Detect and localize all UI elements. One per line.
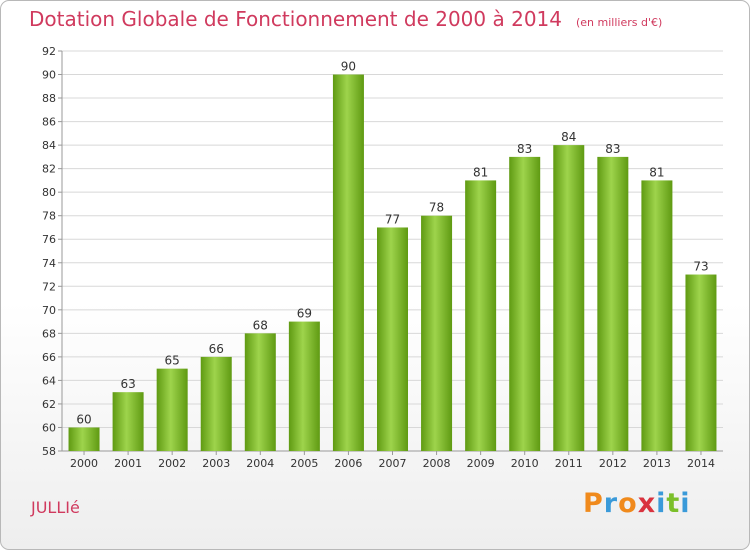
logo-letter: i <box>680 488 691 519</box>
bar-value-label: 69 <box>297 307 312 321</box>
x-tick-label: 2012 <box>599 457 627 470</box>
logo-letter: r <box>603 488 619 519</box>
bar-value-label: 81 <box>649 165 664 179</box>
y-tick-label: 88 <box>42 92 56 105</box>
x-tick-label: 2001 <box>114 457 142 470</box>
logo-letter: t <box>666 488 681 519</box>
bar-value-label: 81 <box>473 165 488 179</box>
y-tick-label: 90 <box>42 69 56 82</box>
y-tick-label: 62 <box>42 398 56 411</box>
bar <box>112 392 144 451</box>
bar <box>685 274 717 451</box>
bar-value-label: 63 <box>120 377 135 391</box>
bar <box>244 333 276 451</box>
x-tick-label: 2005 <box>290 457 318 470</box>
y-tick-label: 86 <box>42 116 56 129</box>
x-tick-label: 2004 <box>246 457 274 470</box>
bar <box>421 215 453 451</box>
x-tick-label: 2008 <box>423 457 451 470</box>
bar <box>465 180 497 452</box>
x-tick-label: 2011 <box>555 457 583 470</box>
y-tick-label: 78 <box>42 210 56 223</box>
chart-title-text: Dotation Globale de Fonctionnement de 20… <box>29 7 562 31</box>
bar-value-label: 83 <box>605 142 620 156</box>
y-tick-label: 74 <box>42 257 56 270</box>
logo-letter: o <box>618 488 638 519</box>
logo-letter: x <box>637 488 657 519</box>
bar <box>509 156 541 451</box>
bar-value-label: 78 <box>429 201 444 215</box>
bar <box>156 368 188 451</box>
x-tick-label: 2014 <box>687 457 715 470</box>
chart-unit-label: (en milliers d'€) <box>576 16 663 29</box>
bar-value-label: 60 <box>76 412 91 426</box>
x-tick-label: 2006 <box>334 457 362 470</box>
bar-value-label: 84 <box>561 130 576 144</box>
bar-value-label: 83 <box>517 142 532 156</box>
y-tick-label: 80 <box>42 186 56 199</box>
y-tick-label: 70 <box>42 304 56 317</box>
bar-value-label: 65 <box>165 354 180 368</box>
bar-value-label: 66 <box>209 342 224 356</box>
proxiti-logo[interactable]: Proxiti <box>583 488 691 519</box>
x-tick-label: 2013 <box>643 457 671 470</box>
bar <box>641 180 673 452</box>
y-tick-label: 76 <box>42 233 56 246</box>
bar <box>553 145 585 451</box>
bar-value-label: 90 <box>341 60 356 74</box>
bar-value-label: 68 <box>253 318 268 332</box>
bar <box>597 156 629 451</box>
chart-title: Dotation Globale de Fonctionnement de 20… <box>29 7 662 31</box>
logo-letter: P <box>583 488 604 519</box>
bar-value-label: 77 <box>385 212 400 226</box>
y-tick-label: 82 <box>42 163 56 176</box>
bar <box>68 427 100 451</box>
x-tick-label: 2000 <box>70 457 98 470</box>
x-tick-label: 2002 <box>158 457 186 470</box>
bar <box>288 321 320 451</box>
bar <box>332 74 364 451</box>
logo-letter: i <box>656 488 667 519</box>
bar-value-label: 73 <box>693 260 708 274</box>
commune-name: JULLIé <box>31 498 80 517</box>
y-tick-label: 92 <box>42 45 56 58</box>
x-tick-label: 2003 <box>202 457 230 470</box>
bar <box>200 356 232 451</box>
y-tick-label: 60 <box>42 421 56 434</box>
y-tick-label: 72 <box>42 280 56 293</box>
y-tick-label: 58 <box>42 445 56 458</box>
x-tick-label: 2007 <box>379 457 407 470</box>
x-tick-label: 2010 <box>511 457 539 470</box>
y-tick-label: 66 <box>42 351 56 364</box>
bar <box>377 227 408 451</box>
y-tick-label: 84 <box>42 139 56 152</box>
y-tick-label: 68 <box>42 327 56 340</box>
y-tick-label: 64 <box>42 374 56 387</box>
x-tick-label: 2009 <box>467 457 495 470</box>
